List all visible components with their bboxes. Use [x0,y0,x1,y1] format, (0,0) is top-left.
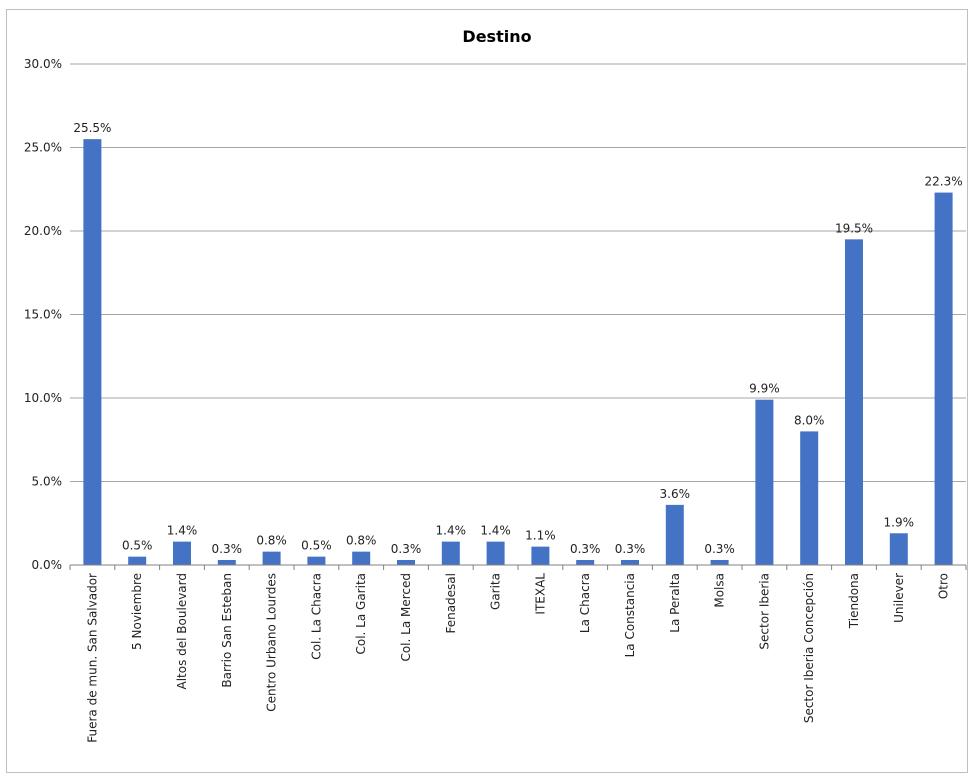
y-tick-label: 20.0% [24,224,62,238]
x-tick-label: Otro [937,573,951,599]
bar [576,559,595,565]
bar [845,239,863,565]
bar [531,546,550,565]
x-tick-label: Fenadesal [444,573,458,634]
bar [621,559,639,565]
bar [83,139,102,565]
data-label: 0.3% [570,542,601,556]
x-tick-label: Col. La Chacra [309,573,323,660]
x-tick-label: 5 Noviembre [130,573,144,650]
bar [128,556,147,565]
x-tick-label: Altos del Boulevard [175,573,189,690]
y-tick-label: 30.0% [24,57,62,71]
bar [800,431,819,565]
x-tick-label: ITEXAL [533,573,547,615]
y-axis-ticks: 0.0% 5.0% 10.0% 15.0% 20.0% 25.0% 30.0% [24,57,62,572]
bars [83,139,953,565]
bar [755,399,774,565]
data-label: 8.0% [794,413,825,427]
data-label: 0.5% [122,539,153,553]
x-tick-label: Garita [489,573,503,610]
bar [352,551,371,565]
bar [710,559,729,565]
bar [665,504,684,565]
data-labels: 25.5% 0.5% 1.4% 0.3% 0.8% 0.5% 0.8% 0.3% 1.4% 1.4… [73,121,962,556]
data-label: 0.3% [704,542,735,556]
data-label: 1.1% [525,529,556,543]
data-label: 22.3% [925,175,963,189]
x-tick-label: Sector Iberia Concepción [802,573,816,723]
chart-frame [6,9,968,773]
data-label: 0.8% [256,534,287,548]
data-label: 3.6% [660,487,691,501]
bar [307,556,326,565]
data-label: 0.5% [301,539,332,553]
x-tick-label: Fuera de mun. San Salvador [85,573,99,743]
data-label: 9.9% [749,382,780,396]
bar [262,551,281,565]
x-tick-label: La Constancia [623,573,637,657]
y-tick-label: 10.0% [24,391,62,405]
x-tick-label: Unilever [892,573,906,623]
bar [934,192,953,565]
bar [889,533,908,565]
bar [397,559,415,565]
data-label: 1.9% [884,515,915,529]
x-axis-ticks: Fuera de mun. San Salvador 5 Noviembre Alt… [69,565,967,743]
data-label: 0.3% [212,542,243,556]
y-tick-label: 0.0% [32,558,63,572]
x-tick-label: Centro Urbano Lourdes [265,573,279,712]
x-tick-label: Barrio San Esteban [220,573,234,688]
bar [217,559,236,565]
y-tick-label: 15.0% [24,308,62,322]
x-tick-label: La Peralta [668,573,682,633]
gridlines [70,63,966,566]
data-label: 1.4% [436,524,467,538]
x-tick-label: La Chacra [578,573,592,633]
x-tick-label: Tiendona [847,573,861,629]
x-tick-label: Molsa [713,573,727,608]
bar [173,541,191,565]
y-tick-label: 25.0% [24,141,62,155]
x-tick-label: Col. La Merced [399,573,413,662]
data-label: 25.5% [73,121,111,135]
bar [486,541,505,565]
bar [441,541,460,565]
data-label: 1.4% [167,524,198,538]
data-label: 0.3% [615,542,646,556]
data-label: 0.8% [346,534,377,548]
data-label: 19.5% [835,221,873,235]
data-label: 0.3% [391,542,422,556]
chart-title: Destino [462,27,531,46]
x-tick-label: Col. La Garita [354,573,368,655]
x-tick-label: Sector Iberia [757,573,771,650]
y-tick-label: 5.0% [32,475,63,489]
data-label: 1.4% [480,524,511,538]
